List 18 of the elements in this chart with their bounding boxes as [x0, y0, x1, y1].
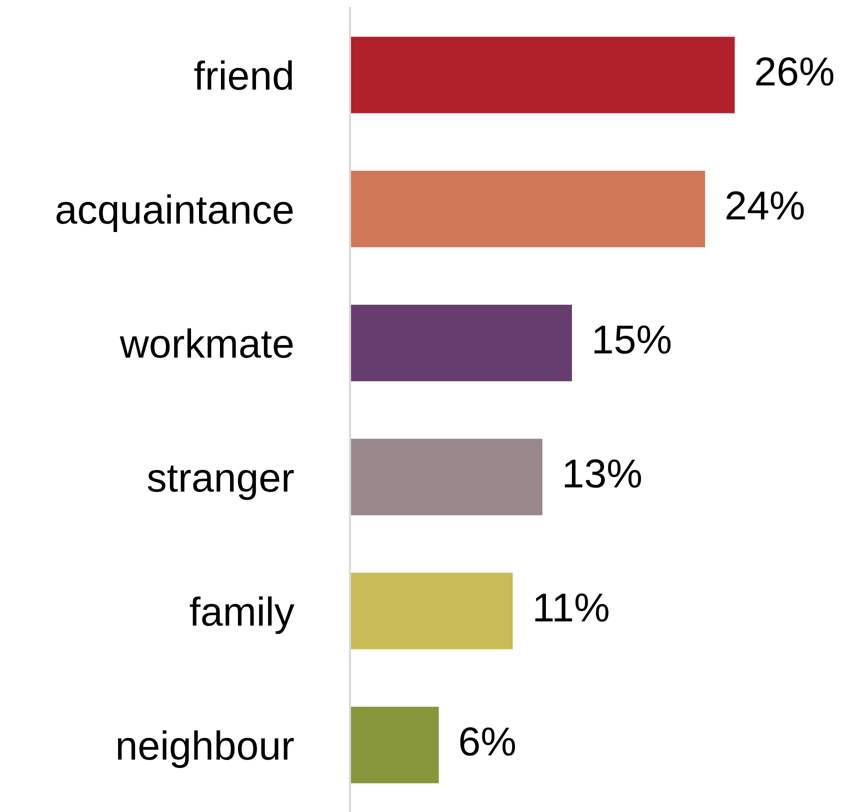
data-label: 26% [756, 57, 834, 86]
y-tick-label: workmate [120, 328, 293, 358]
y-tick-label: neighbour [118, 730, 294, 768]
bar [350, 438, 542, 516]
bar [350, 170, 706, 248]
data-label: 13% [564, 459, 641, 488]
data-label: 6% [460, 727, 516, 756]
data-label: 15% [594, 325, 671, 354]
y-tick-label: friend [194, 60, 292, 90]
y-tick-label: acquaintance [56, 194, 293, 232]
bar [350, 36, 735, 114]
data-label: 11% [535, 593, 608, 622]
y-tick-label: stranger [148, 466, 294, 500]
y-tick-label: family [190, 596, 294, 634]
data-label: 24% [726, 191, 804, 220]
bar [350, 304, 572, 382]
bar [350, 572, 513, 650]
bar [350, 706, 439, 784]
